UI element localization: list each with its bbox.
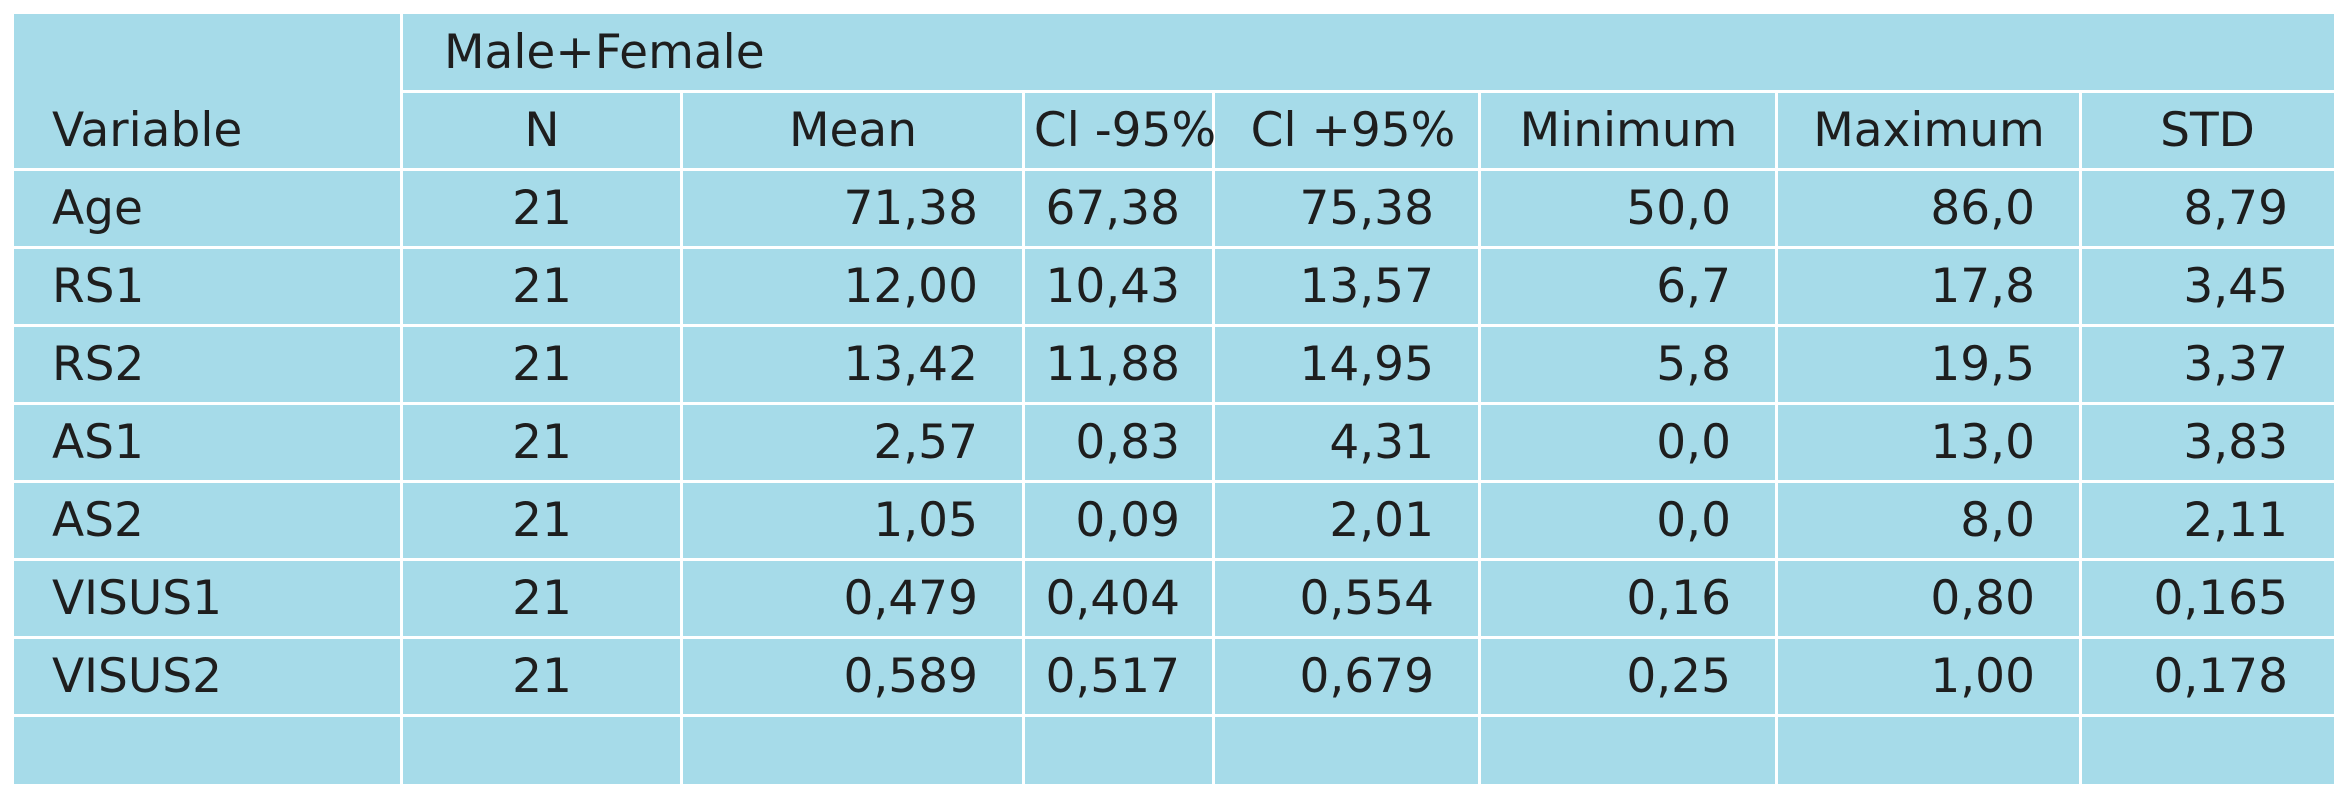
table-cell: 21: [512, 181, 572, 236]
table-cell: 0,0: [1656, 493, 1731, 548]
row-label: VISUS2: [52, 649, 222, 704]
table-cell: 21: [512, 337, 572, 392]
row-divider: [14, 168, 2334, 171]
table-cell: 13,0: [1930, 415, 2035, 470]
table-cell: 0,09: [1075, 493, 1180, 548]
column-header: STD: [2160, 103, 2255, 158]
statistics-table: Male+Female Variable N Mean Cl -95% Cl +95% M…: [14, 14, 2334, 784]
row-label: RS1: [52, 259, 145, 314]
row-label: VISUS1: [52, 571, 222, 626]
row-label: RS2: [52, 337, 145, 392]
row-divider: [14, 558, 2334, 561]
column-header: Mean: [788, 103, 918, 158]
table-cell: 21: [512, 415, 572, 470]
table-cell: 1,05: [873, 493, 978, 548]
table-cell: 2,11: [2183, 493, 2288, 548]
column-divider: [1775, 92, 1778, 784]
table-cell: 17,8: [1930, 259, 2035, 314]
table-cell: 6,7: [1656, 259, 1731, 314]
table-cell: 0,679: [1299, 649, 1434, 704]
column-header: N: [524, 103, 560, 158]
table-cell: 3,37: [2183, 337, 2288, 392]
table-cell: 3,45: [2183, 259, 2288, 314]
row-divider: [14, 636, 2334, 639]
table-cell: 0,479: [843, 571, 978, 626]
row-divider: [14, 246, 2334, 249]
table-cell: 19,5: [1930, 337, 2035, 392]
table-cell: 1,00: [1930, 649, 2035, 704]
table-cell: 11,88: [1045, 337, 1180, 392]
row-divider: [14, 402, 2334, 405]
table-cell: 0,517: [1045, 649, 1180, 704]
table-cell: 0,80: [1930, 571, 2035, 626]
table-cell: 3,83: [2183, 415, 2288, 470]
column-divider: [1212, 92, 1215, 784]
table-cell: 13,42: [843, 337, 978, 392]
table-cell: 0,83: [1075, 415, 1180, 470]
row-divider: [14, 324, 2334, 327]
row-label: AS2: [52, 493, 144, 548]
table-cell: 13,57: [1299, 259, 1434, 314]
table-cell: 21: [512, 493, 572, 548]
table-cell: 4,31: [1329, 415, 1434, 470]
column-divider: [1478, 92, 1481, 784]
table-cell: 10,43: [1045, 259, 1180, 314]
table-cell: 5,8: [1656, 337, 1731, 392]
table-cell: 21: [512, 259, 572, 314]
table-cell: 12,00: [843, 259, 978, 314]
table-cell: 0,554: [1299, 571, 1434, 626]
column-header: Cl -95%: [1033, 103, 1217, 158]
column-divider: [2079, 92, 2082, 784]
table-cell: 0,0: [1656, 415, 1731, 470]
column-header: Variable: [52, 103, 243, 158]
column-divider: [680, 92, 683, 784]
table-cell: 14,95: [1299, 337, 1434, 392]
table-cell: 21: [512, 649, 572, 704]
table-cell: 0,25: [1626, 649, 1731, 704]
row-divider: [14, 714, 2334, 717]
table-cell: 86,0: [1930, 181, 2035, 236]
row-label: Age: [52, 181, 143, 236]
column-divider: [400, 14, 403, 784]
group-header: Male+Female: [444, 25, 765, 80]
column-header: Minimum: [1519, 103, 1738, 158]
table-cell: 50,0: [1626, 181, 1731, 236]
column-divider: [1022, 92, 1025, 784]
column-header: Maximum: [1813, 103, 2045, 158]
table-cell: 21: [512, 571, 572, 626]
table-cell: 71,38: [843, 181, 978, 236]
table-cell: 2,01: [1329, 493, 1434, 548]
table-cell: 2,57: [873, 415, 978, 470]
table-cell: 0,16: [1626, 571, 1731, 626]
table-cell: 0,404: [1045, 571, 1180, 626]
table-cell: 0,178: [2153, 649, 2288, 704]
table-cell: 8,0: [1960, 493, 2035, 548]
table-cell: 8,79: [2183, 181, 2288, 236]
header-divider: [402, 90, 2334, 93]
column-header: Cl +95%: [1250, 103, 1456, 158]
table-cell: 75,38: [1299, 181, 1434, 236]
row-label: AS1: [52, 415, 144, 470]
row-divider: [14, 480, 2334, 483]
table-cell: 67,38: [1045, 181, 1180, 236]
table-cell: 0,165: [2153, 571, 2288, 626]
table-cell: 0,589: [843, 649, 978, 704]
